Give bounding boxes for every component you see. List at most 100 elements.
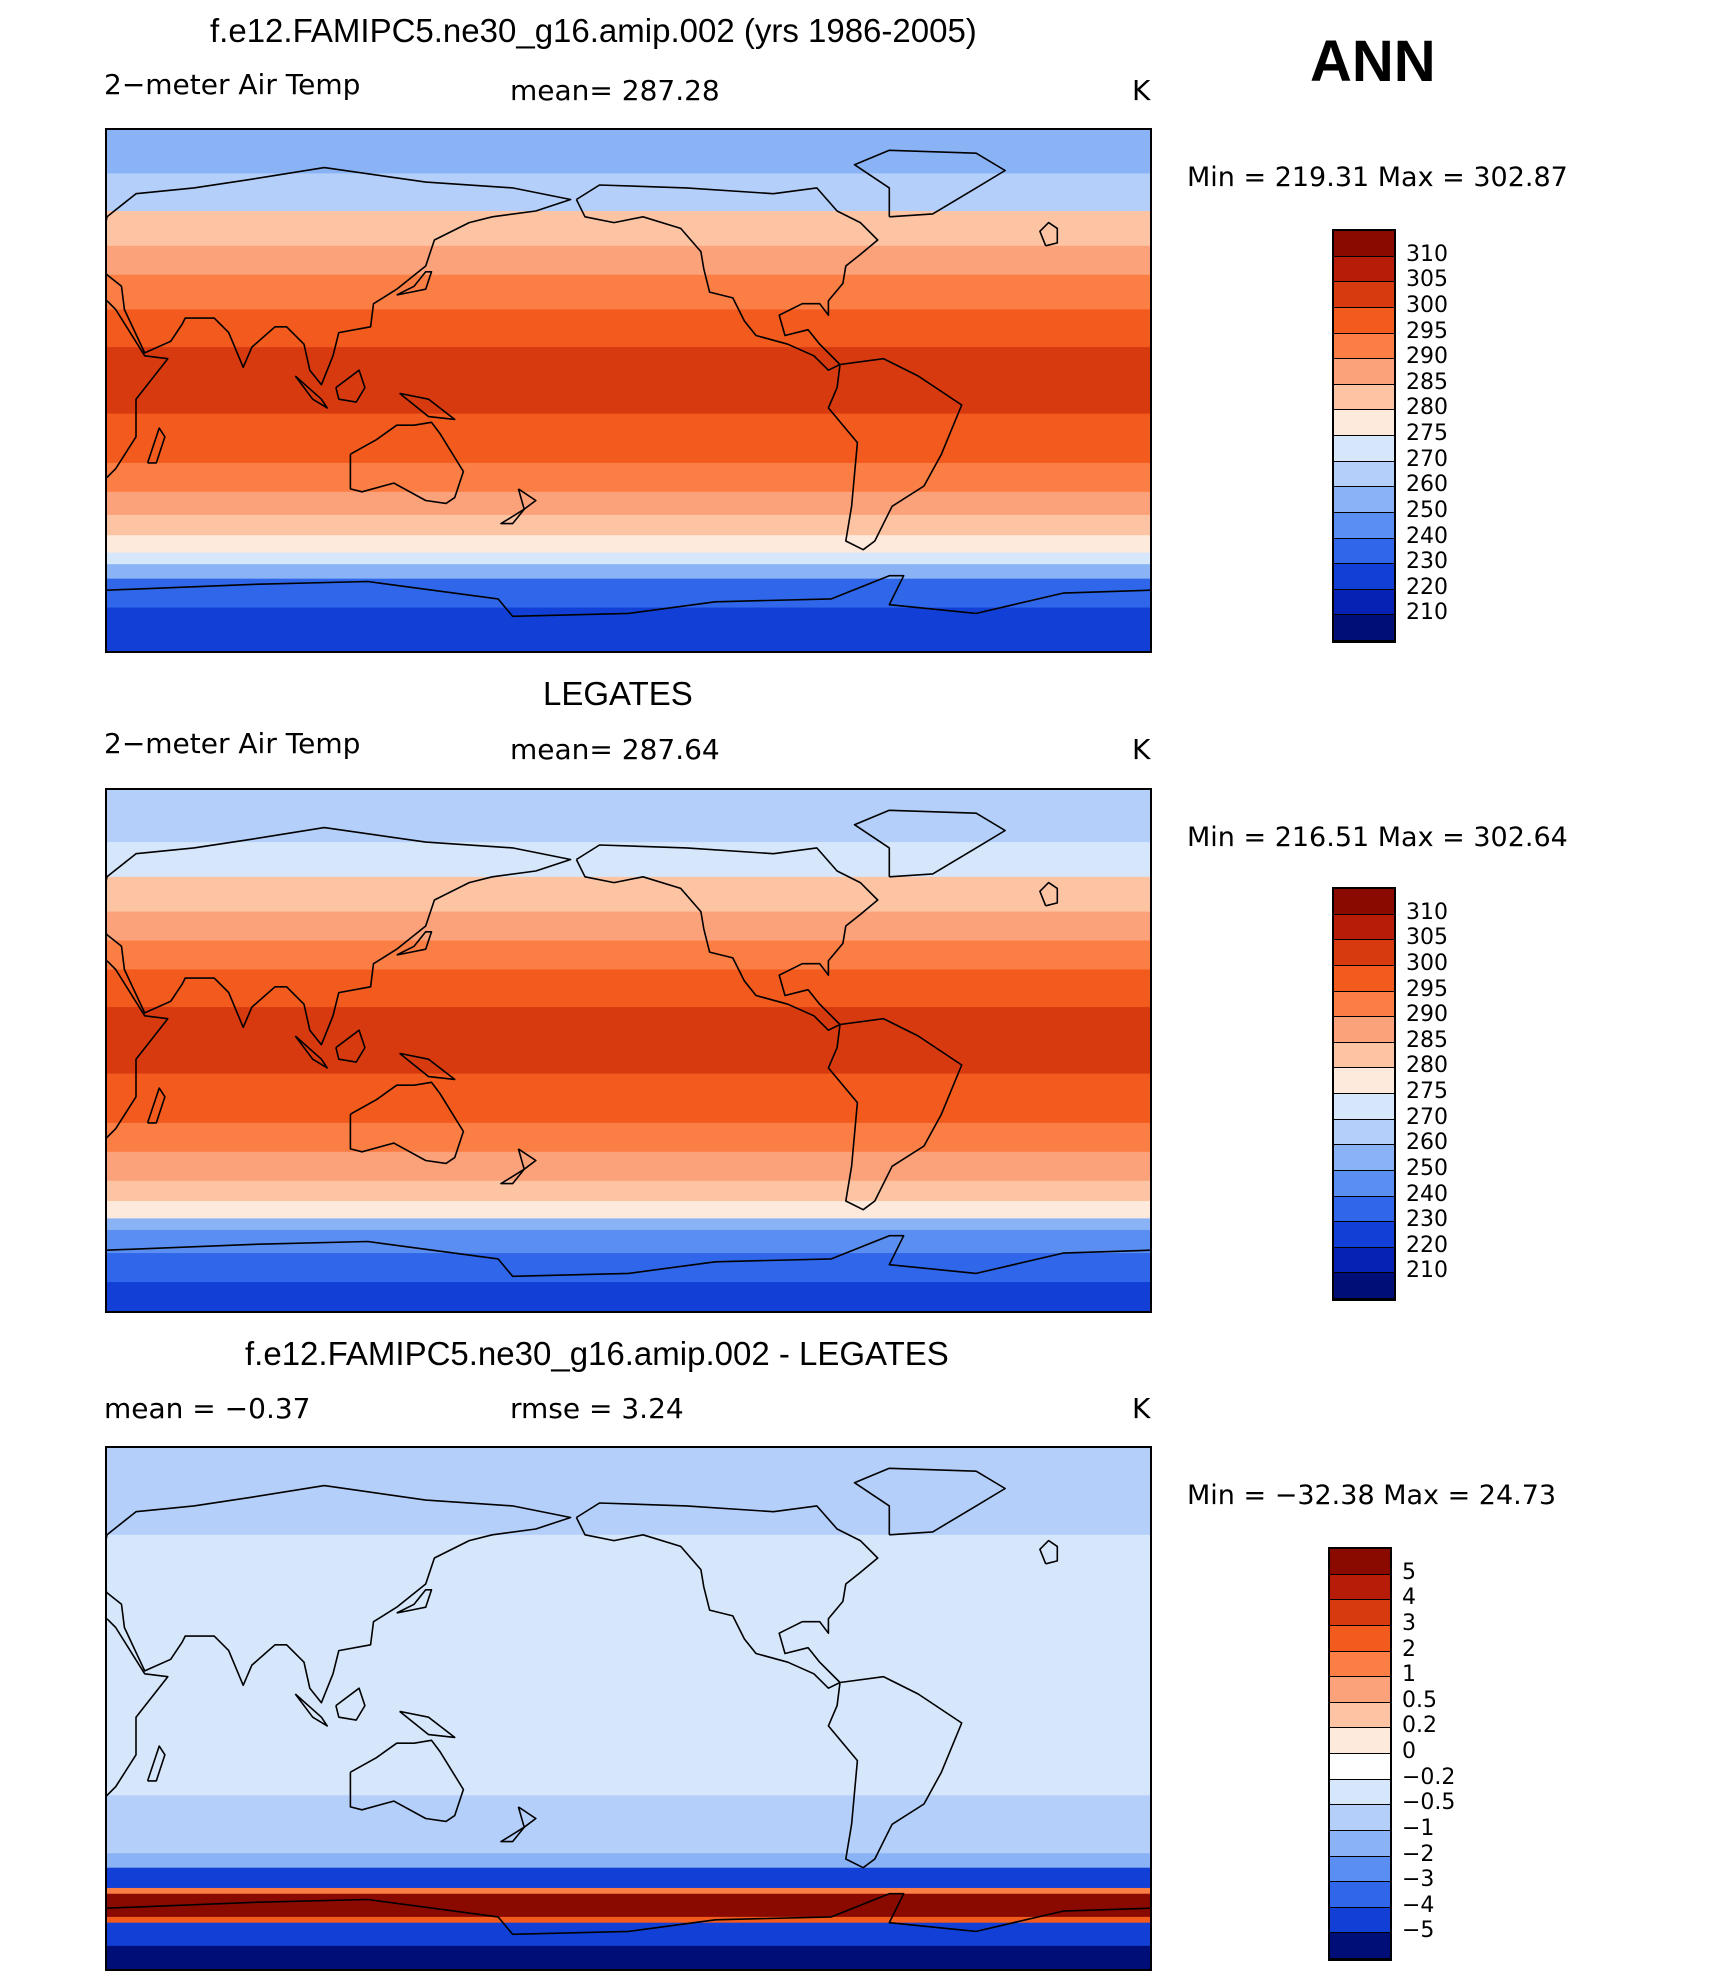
coastline — [399, 392, 456, 421]
colorbar-swatch — [1334, 384, 1394, 411]
temperature-band — [107, 842, 1150, 878]
colorbar-swatch — [1334, 1145, 1394, 1171]
coastline — [294, 375, 328, 409]
colorbar-swatch — [1334, 1196, 1394, 1223]
temperature-band — [107, 940, 1150, 971]
colorbar-swatch — [1334, 333, 1394, 360]
colorbar-swatch — [1334, 359, 1394, 385]
colorbar-swatch — [1334, 1017, 1394, 1043]
colorbar-tick-label: 290 — [1406, 1002, 1448, 1028]
colorbar-swatch — [1330, 1805, 1390, 1831]
colorbar-swatch — [1334, 564, 1394, 590]
coastline — [853, 809, 1006, 878]
colorbar-swatch — [1330, 1651, 1390, 1678]
colorbar-swatch — [1334, 914, 1394, 941]
coastline — [500, 488, 537, 525]
colorbar-tick-label: 305 — [1406, 925, 1448, 951]
minmax-label: Min = 216.51 Max = 302.64 — [1187, 822, 1568, 853]
temperature-band — [107, 607, 1150, 651]
colorbar-swatch — [1330, 1600, 1390, 1626]
colorbar-tick-label: 300 — [1406, 292, 1448, 318]
colorbar-tick-label: −0.5 — [1402, 1790, 1456, 1816]
colorbar-swatch — [1330, 1574, 1390, 1601]
coastline — [107, 959, 169, 1139]
coastline — [396, 1589, 433, 1614]
colorbar-swatch — [1330, 1549, 1390, 1575]
colorbar-tick-label: 285 — [1406, 369, 1448, 395]
colorbar-tick-label: 295 — [1406, 318, 1448, 344]
colorbar-swatch — [1330, 1907, 1390, 1934]
coastline — [335, 369, 366, 403]
colorbar-swatch — [1334, 940, 1394, 966]
colorbar-tick-label: 4 — [1402, 1585, 1416, 1611]
colorbar-swatch — [1330, 1856, 1390, 1883]
temperature-band — [107, 969, 1150, 1009]
colorbar-tick-label: 295 — [1406, 976, 1448, 1002]
colorbar-tick-label: 230 — [1406, 1207, 1448, 1233]
temperature-band — [107, 514, 1150, 537]
colorbar-swatch — [1334, 589, 1394, 616]
colorbar-tick-label: −5 — [1402, 1918, 1435, 1944]
mean-label: mean= 287.28 — [510, 74, 720, 107]
temperature-band — [107, 130, 1150, 175]
map-field — [107, 130, 1150, 651]
temperature-band — [107, 564, 1150, 580]
colorbar-tick-label: 0.5 — [1402, 1687, 1437, 1713]
colorbar-tick-label: 3 — [1402, 1610, 1416, 1636]
map-obs — [105, 788, 1152, 1313]
minmax-label: Min = 219.31 Max = 302.87 — [1187, 162, 1568, 193]
coastline — [399, 1052, 456, 1081]
coastline — [335, 1029, 366, 1063]
colorbar-swatch — [1330, 1933, 1390, 1959]
colorbar-tick-label: 260 — [1406, 472, 1448, 498]
colorbar-swatch — [1334, 1094, 1394, 1120]
colorbar-diff — [1328, 1547, 1392, 1961]
coastline — [500, 1148, 537, 1185]
mean-label: mean= 287.64 — [510, 733, 720, 766]
map-field — [107, 1448, 1150, 1969]
coastline — [853, 1467, 1006, 1536]
temperature-band — [107, 1253, 1150, 1284]
temperature-band — [107, 1621, 1150, 1797]
colorbar-tick-label: −1 — [1402, 1815, 1435, 1841]
colorbar-swatch — [1334, 461, 1394, 488]
temperature-band — [107, 309, 1150, 349]
temperature-band — [107, 1795, 1150, 1855]
temperature-band — [107, 1073, 1150, 1124]
temperature-band — [107, 876, 1150, 913]
temperature-band — [107, 1448, 1150, 1536]
coastline — [294, 1035, 328, 1069]
colorbar-swatch — [1334, 487, 1394, 513]
map-field — [107, 790, 1150, 1311]
temperature-band — [107, 347, 1150, 415]
rmse-label: rmse = 3.24 — [510, 1392, 684, 1425]
colorbar-tick-label: 5 — [1402, 1559, 1416, 1585]
temperature-band — [107, 1151, 1150, 1182]
temperature-band — [107, 1945, 1150, 1969]
coastline — [575, 844, 879, 1031]
temperature-band — [107, 274, 1150, 311]
colorbar-swatch — [1334, 231, 1394, 257]
coastline — [146, 1745, 166, 1782]
colorbar-tick-label: −3 — [1402, 1867, 1435, 1893]
coastline — [146, 427, 166, 464]
coastline — [1039, 881, 1059, 907]
colorbar-tick-label: −0.2 — [1402, 1764, 1456, 1790]
temperature-band — [107, 1534, 1150, 1623]
coastline — [827, 1675, 963, 1869]
colorbar-swatch — [1334, 410, 1394, 436]
coastline — [1039, 221, 1059, 247]
colorbar-tick-label: 250 — [1406, 1155, 1448, 1181]
map-model — [105, 128, 1152, 653]
colorbar-swatch — [1334, 615, 1394, 641]
colorbar-swatch — [1334, 889, 1394, 915]
colorbar-swatch — [1334, 282, 1394, 308]
temperature-band — [107, 491, 1150, 516]
coastline — [146, 1087, 166, 1124]
temperature-band — [107, 1282, 1150, 1311]
colorbar-tick-label: 230 — [1406, 549, 1448, 575]
variable-label: 2−meter Air Temp — [104, 68, 361, 101]
coastline — [335, 1687, 366, 1721]
colorbar-tick-label: 250 — [1406, 497, 1448, 523]
temperature-band — [107, 1893, 1150, 1918]
